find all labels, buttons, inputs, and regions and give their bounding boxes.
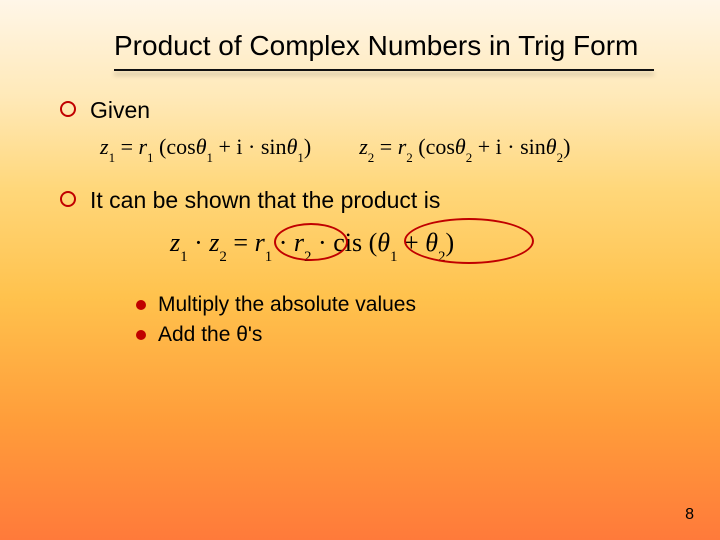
formula-z1-z2-defs: z1 = r1 (cosθ1 + i · sinθ1) z2 = r2 (cos…: [100, 134, 672, 163]
sub-bullet-text: Multiply the absolute values: [158, 293, 416, 317]
sub-bullet-list: Multiply the absolute values Add the θ's: [136, 293, 672, 347]
sub-bullet-multiply: Multiply the absolute values: [136, 293, 672, 317]
page-number: 8: [685, 506, 694, 524]
formula-product: z1 · z2 = r1 · r2 · cis (θ1 + θ2): [170, 228, 672, 262]
bullet-text: It can be shown that the product is: [90, 187, 440, 214]
formula-z2: z2 = r2 (cosθ2 + i · sinθ2): [359, 134, 570, 163]
bullet-text: Given: [90, 97, 150, 124]
bullet-shown: It can be shown that the product is: [60, 187, 672, 214]
ring-bullet-icon: [60, 101, 76, 117]
disc-bullet-icon: [136, 300, 146, 310]
slide: Product of Complex Numbers in Trig Form …: [0, 0, 720, 540]
slide-content: Given z1 = r1 (cosθ1 + i · sinθ1) z2 = r…: [60, 97, 672, 347]
formula-z1: z1 = r1 (cosθ1 + i · sinθ1): [100, 134, 311, 163]
sub-bullet-add: Add the θ's: [136, 323, 672, 347]
sub-bullet-text: Add the θ's: [158, 323, 262, 347]
title-underline: [114, 69, 654, 71]
bullet-given: Given: [60, 97, 672, 124]
slide-title: Product of Complex Numbers in Trig Form: [114, 28, 672, 63]
disc-bullet-icon: [136, 330, 146, 340]
ring-bullet-icon: [60, 191, 76, 207]
